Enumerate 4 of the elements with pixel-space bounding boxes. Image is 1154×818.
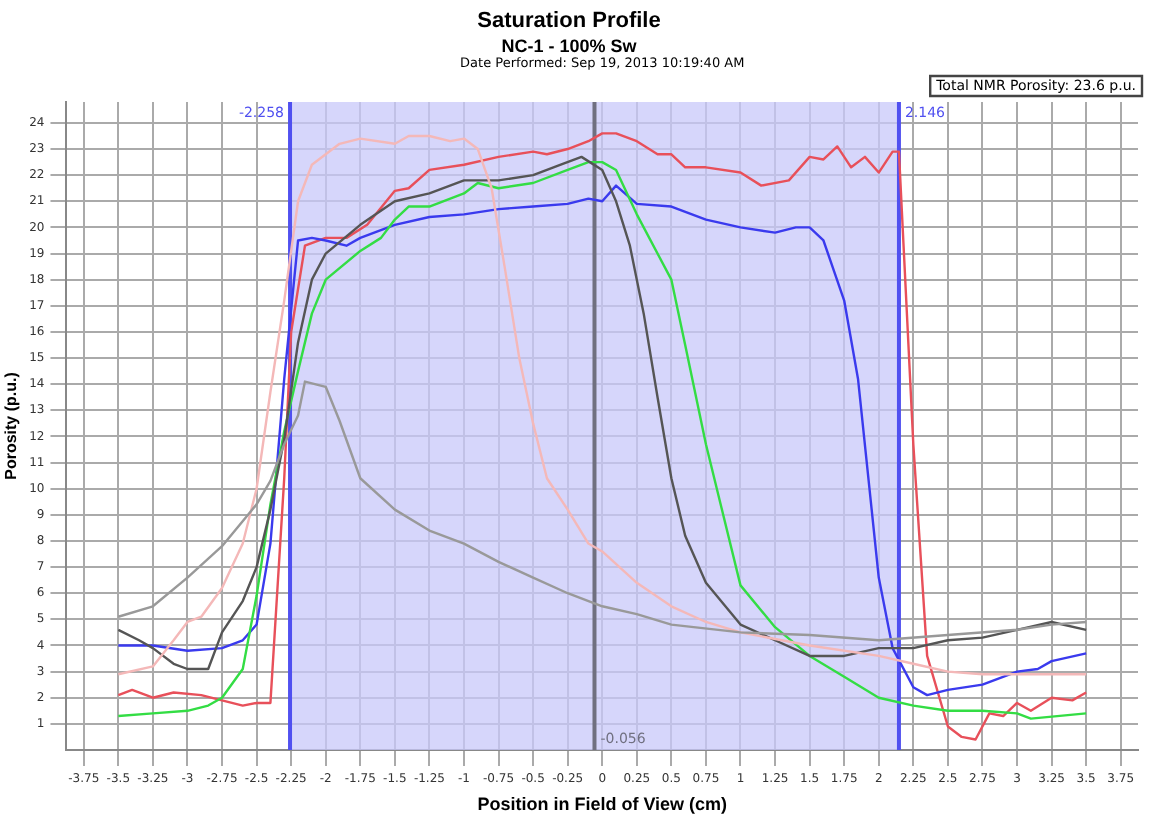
chart-title: Saturation Profile	[477, 9, 661, 34]
y-axis-title: Porosity (p.u.)	[2, 371, 21, 480]
chart-subtitle: NC-1 - 100% Sw	[501, 36, 639, 57]
x-axis-title: Position in Field of View (cm)	[477, 794, 728, 815]
